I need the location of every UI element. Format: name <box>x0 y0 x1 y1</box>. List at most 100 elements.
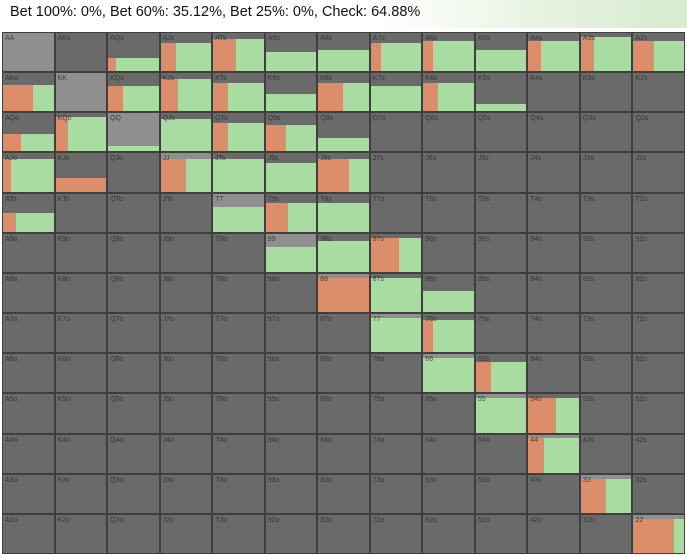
hand-cell-42s[interactable]: 42s <box>632 433 685 474</box>
hand-cell-AKo[interactable]: AKo <box>2 72 55 113</box>
hand-cell-J7o[interactable]: J7o <box>159 313 213 354</box>
hand-cell-Q2s[interactable]: Q2s <box>632 112 685 153</box>
hand-cell-32o[interactable]: 32o <box>579 513 633 554</box>
hand-cell-Q5s[interactable]: Q5s <box>474 112 528 153</box>
hand-cell-J9o[interactable]: J9o <box>159 232 213 273</box>
hand-cell-J7s[interactable]: J7s <box>369 152 423 193</box>
hand-cell-K8s[interactable]: K8s <box>317 72 370 113</box>
hand-cell-98o[interactable]: 98o <box>264 272 318 314</box>
hand-cell-A9s[interactable]: A9s <box>264 32 318 73</box>
hand-cell-75o[interactable]: 75o <box>369 393 423 434</box>
hand-cell-J6s[interactable]: J6s <box>422 152 475 193</box>
hand-cell-84s[interactable]: 84s <box>527 272 580 314</box>
hand-cell-22[interactable]: 22 <box>632 513 685 554</box>
hand-cell-93s[interactable]: 93s <box>579 232 633 273</box>
hand-cell-74s[interactable]: 74s <box>527 313 580 354</box>
hand-cell-77[interactable]: 77 <box>369 313 423 354</box>
hand-cell-A2o[interactable]: A2o <box>2 513 55 554</box>
hand-cell-J8s[interactable]: J8s <box>317 152 370 193</box>
hand-cell-J5o[interactable]: J5o <box>159 393 213 434</box>
hand-cell-93o[interactable]: 93o <box>264 473 318 514</box>
hand-cell-K7o[interactable]: K7o <box>54 313 108 354</box>
hand-cell-JTs[interactable]: JTs <box>212 152 265 193</box>
hand-cell-62s[interactable]: 62s <box>632 353 685 394</box>
hand-cell-A6o[interactable]: A6o <box>2 353 55 394</box>
hand-cell-J2o[interactable]: J2o <box>159 513 213 554</box>
hand-cell-T8o[interactable]: T8o <box>212 272 265 314</box>
hand-cell-T8s[interactable]: T8s <box>317 192 370 233</box>
hand-cell-QJs[interactable]: QJs <box>159 112 213 153</box>
hand-cell-J8o[interactable]: J8o <box>159 272 213 314</box>
hand-cell-AA[interactable]: AA <box>2 32 55 73</box>
hand-cell-97s[interactable]: 97s <box>369 232 423 273</box>
hand-cell-73o[interactable]: 73o <box>369 473 423 514</box>
hand-cell-85s[interactable]: 85s <box>474 272 528 314</box>
hand-cell-KJo[interactable]: KJo <box>54 152 108 193</box>
hand-cell-97o[interactable]: 97o <box>264 313 318 354</box>
hand-cell-76o[interactable]: 76o <box>369 353 423 394</box>
hand-cell-83s[interactable]: 83s <box>579 272 633 314</box>
hand-cell-44[interactable]: 44 <box>527 433 580 474</box>
hand-cell-K7s[interactable]: K7s <box>369 72 423 113</box>
hand-cell-Q3o[interactable]: Q3o <box>107 473 160 514</box>
hand-cell-KTs[interactable]: KTs <box>212 72 265 113</box>
hand-cell-53s[interactable]: 53s <box>579 393 633 434</box>
hand-cell-AJo[interactable]: AJo <box>2 152 55 193</box>
hand-cell-Q7o[interactable]: Q7o <box>107 313 160 354</box>
hand-cell-KK[interactable]: KK <box>54 72 108 113</box>
hand-cell-96s[interactable]: 96s <box>422 232 475 273</box>
hand-cell-65s[interactable]: 65s <box>474 353 528 394</box>
hand-cell-82s[interactable]: 82s <box>632 272 685 314</box>
hand-cell-95s[interactable]: 95s <box>474 232 528 273</box>
hand-cell-K3o[interactable]: K3o <box>54 473 108 514</box>
hand-cell-Q2o[interactable]: Q2o <box>107 513 160 554</box>
hand-cell-KQs[interactable]: KQs <box>107 72 160 113</box>
hand-cell-65o[interactable]: 65o <box>422 393 475 434</box>
hand-cell-43o[interactable]: 43o <box>527 473 580 514</box>
hand-cell-KJs[interactable]: KJs <box>159 72 213 113</box>
hand-cell-TT[interactable]: TT <box>212 192 265 233</box>
hand-cell-QTo[interactable]: QTo <box>107 192 160 233</box>
hand-cell-T3s[interactable]: T3s <box>579 192 633 233</box>
hand-cell-63o[interactable]: 63o <box>422 473 475 514</box>
hand-cell-Q3s[interactable]: Q3s <box>579 112 633 153</box>
hand-cell-Q9s[interactable]: Q9s <box>264 112 318 153</box>
hand-cell-K9s[interactable]: K9s <box>264 72 318 113</box>
hand-cell-96o[interactable]: 96o <box>264 353 318 394</box>
hand-cell-83o[interactable]: 83o <box>317 473 370 514</box>
hand-cell-Q9o[interactable]: Q9o <box>107 232 160 273</box>
hand-cell-JTo[interactable]: JTo <box>159 192 213 233</box>
hand-cell-KQo[interactable]: KQo <box>54 112 108 153</box>
hand-cell-Q7s[interactable]: Q7s <box>369 112 423 153</box>
hand-cell-K9o[interactable]: K9o <box>54 232 108 273</box>
hand-cell-43s[interactable]: 43s <box>579 433 633 474</box>
hand-cell-J9s[interactable]: J9s <box>264 152 318 193</box>
hand-cell-J3s[interactable]: J3s <box>579 152 633 193</box>
hand-cell-T9o[interactable]: T9o <box>212 232 265 273</box>
hand-cell-J6o[interactable]: J6o <box>159 353 213 394</box>
hand-cell-A2s[interactable]: A2s <box>632 32 685 73</box>
hand-cell-K8o[interactable]: K8o <box>54 272 108 314</box>
hand-cell-T9s[interactable]: T9s <box>264 192 318 233</box>
hand-cell-87s[interactable]: 87s <box>369 272 423 314</box>
hand-cell-92o[interactable]: 92o <box>264 513 318 554</box>
hand-cell-T7o[interactable]: T7o <box>212 313 265 354</box>
hand-cell-A3s[interactable]: A3s <box>579 32 633 73</box>
hand-cell-K5s[interactable]: K5s <box>474 72 528 113</box>
hand-cell-76s[interactable]: 76s <box>422 313 475 354</box>
hand-cell-AQs[interactable]: AQs <box>107 32 160 73</box>
hand-cell-J4s[interactable]: J4s <box>527 152 580 193</box>
hand-cell-J3o[interactable]: J3o <box>159 473 213 514</box>
hand-cell-T5o[interactable]: T5o <box>212 393 265 434</box>
hand-cell-99[interactable]: 99 <box>264 232 318 273</box>
hand-cell-A3o[interactable]: A3o <box>2 473 55 514</box>
hand-cell-Q4s[interactable]: Q4s <box>527 112 580 153</box>
hand-cell-J4o[interactable]: J4o <box>159 433 213 474</box>
hand-cell-84o[interactable]: 84o <box>317 433 370 474</box>
hand-cell-66[interactable]: 66 <box>422 353 475 394</box>
hand-cell-88[interactable]: 88 <box>317 272 370 314</box>
hand-cell-63s[interactable]: 63s <box>579 353 633 394</box>
hand-cell-K4o[interactable]: K4o <box>54 433 108 474</box>
hand-cell-92s[interactable]: 92s <box>632 232 685 273</box>
hand-cell-32s[interactable]: 32s <box>632 473 685 514</box>
